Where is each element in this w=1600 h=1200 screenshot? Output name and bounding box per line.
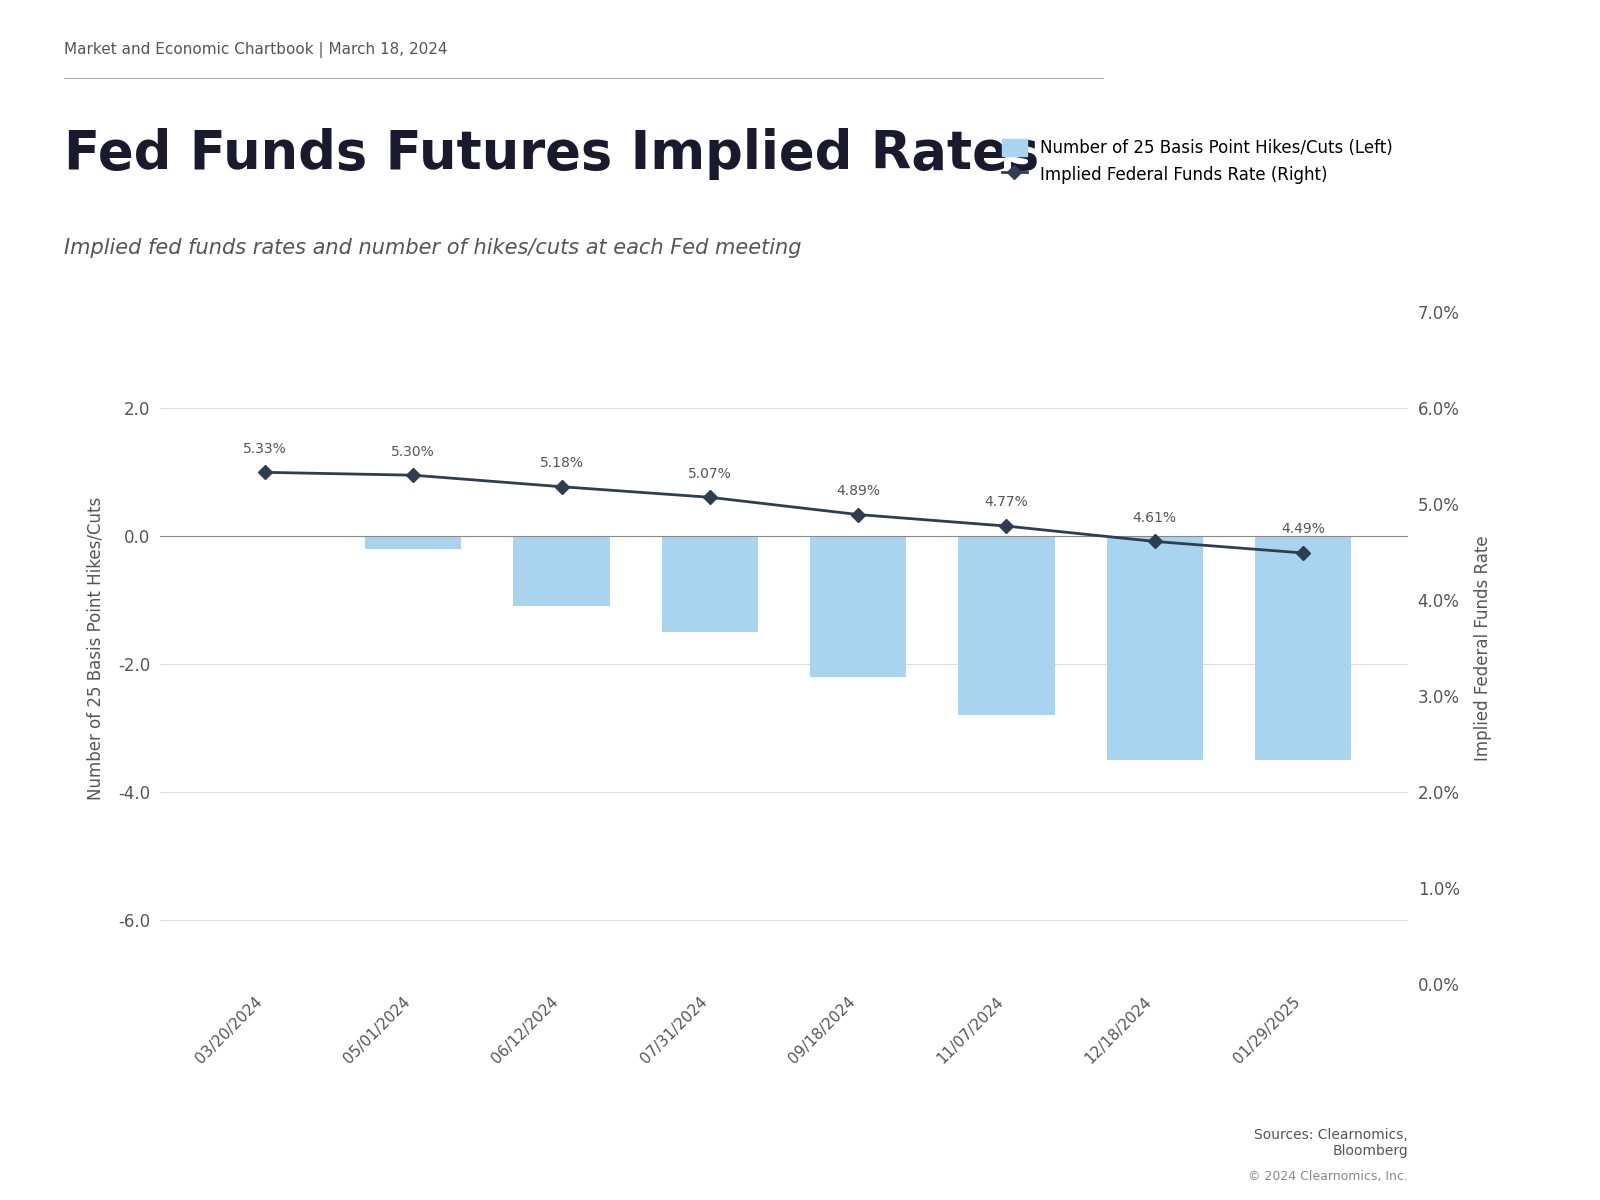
Bar xyxy=(1107,536,1203,760)
Text: 4.49%: 4.49% xyxy=(1282,522,1325,536)
Text: 4.61%: 4.61% xyxy=(1133,511,1176,524)
Y-axis label: Number of 25 Basis Point Hikes/Cuts: Number of 25 Basis Point Hikes/Cuts xyxy=(86,497,104,799)
Bar xyxy=(810,536,906,677)
Bar xyxy=(365,536,461,548)
Text: 5.18%: 5.18% xyxy=(539,456,584,470)
Text: 4.77%: 4.77% xyxy=(984,496,1029,510)
Text: Fed Funds Futures Implied Rates: Fed Funds Futures Implied Rates xyxy=(64,128,1040,180)
Bar xyxy=(958,536,1054,715)
Y-axis label: Implied Federal Funds Rate: Implied Federal Funds Rate xyxy=(1474,535,1491,761)
Text: 4.89%: 4.89% xyxy=(837,484,880,498)
Legend: Number of 25 Basis Point Hikes/Cuts (Left), Implied Federal Funds Rate (Right): Number of 25 Basis Point Hikes/Cuts (Lef… xyxy=(995,132,1400,190)
Text: © 2024 Clearnomics, Inc.: © 2024 Clearnomics, Inc. xyxy=(1248,1170,1408,1183)
Text: 5.07%: 5.07% xyxy=(688,467,731,481)
Bar xyxy=(1254,536,1352,760)
Text: Sources: Clearnomics,
Bloomberg: Sources: Clearnomics, Bloomberg xyxy=(1254,1128,1408,1158)
Bar xyxy=(662,536,758,632)
Text: 5.33%: 5.33% xyxy=(243,442,286,456)
Text: 5.30%: 5.30% xyxy=(392,444,435,458)
Bar xyxy=(514,536,610,606)
Text: Implied fed funds rates and number of hikes/cuts at each Fed meeting: Implied fed funds rates and number of hi… xyxy=(64,238,802,258)
Text: Market and Economic Chartbook | March 18, 2024: Market and Economic Chartbook | March 18… xyxy=(64,42,448,58)
